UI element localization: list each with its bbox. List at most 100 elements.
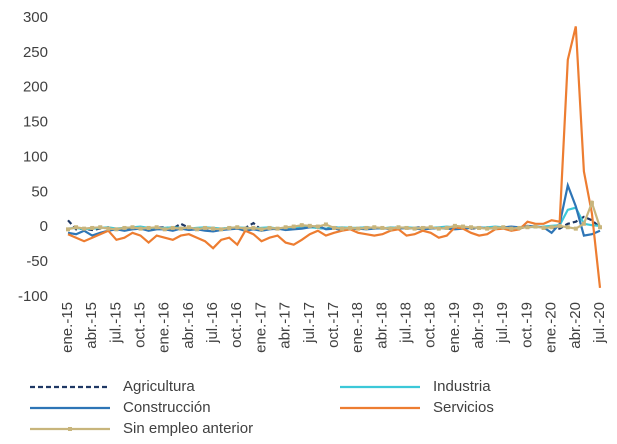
marker <box>90 225 95 230</box>
marker <box>356 226 361 231</box>
marker <box>315 224 320 229</box>
marker <box>323 222 328 227</box>
x-tick-label: abr.-18 <box>373 302 390 349</box>
x-tick-label: abr.-19 <box>470 302 487 349</box>
legend-label: Sin empleo anterior <box>123 420 253 437</box>
x-tick-label: oct.-19 <box>518 302 535 348</box>
x-tick-label: ene.-18 <box>349 302 366 353</box>
x-tick-label: oct.-18 <box>422 302 439 348</box>
marker <box>581 221 586 226</box>
marker <box>186 225 191 230</box>
marker <box>517 225 522 230</box>
y-tick-label: 150 <box>23 114 48 131</box>
marker <box>485 226 490 231</box>
marker <box>412 226 417 231</box>
y-tick-label: -100 <box>18 288 48 305</box>
x-tick-label: oct.-16 <box>228 302 245 348</box>
y-tick-label: 100 <box>23 148 48 165</box>
x-tick-label: ene.-20 <box>543 302 560 353</box>
x-tick-label: oct.-17 <box>325 302 342 348</box>
x-tick-label: abr.-16 <box>180 302 197 349</box>
y-tick-label: 0 <box>40 218 48 235</box>
marker <box>235 225 240 230</box>
marker <box>598 225 602 230</box>
marker <box>98 225 103 230</box>
x-tick-label: abr.-17 <box>277 302 294 349</box>
marker <box>493 225 498 230</box>
marker <box>509 226 514 231</box>
series-line <box>67 199 602 231</box>
marker <box>452 223 457 228</box>
marker <box>332 225 336 230</box>
marker <box>444 225 449 230</box>
x-tick-label: ene.-19 <box>446 302 463 353</box>
marker <box>267 225 272 230</box>
marker <box>557 223 562 228</box>
marker <box>565 225 570 230</box>
y-tick-label: -50 <box>26 253 48 270</box>
x-tick-label: ene.-15 <box>59 302 76 353</box>
legend-label: Servicios <box>433 399 494 416</box>
marker <box>396 225 401 230</box>
y-tick-label: 50 <box>31 183 48 200</box>
marker <box>211 226 216 231</box>
marker <box>533 224 538 229</box>
marker <box>82 226 87 231</box>
marker <box>162 227 167 232</box>
x-tick-label: jul.-19 <box>494 302 511 344</box>
marker <box>259 227 264 232</box>
marker <box>307 223 312 228</box>
marker <box>154 225 159 230</box>
marker <box>380 225 385 230</box>
marker <box>420 225 425 230</box>
marker <box>372 225 377 230</box>
x-tick-label: ene.-17 <box>252 302 269 353</box>
marker <box>573 226 578 231</box>
marker <box>299 223 304 228</box>
marker <box>122 225 127 230</box>
marker <box>194 227 199 232</box>
x-tick-label: abr.-20 <box>567 302 584 349</box>
marker <box>460 224 465 229</box>
marker <box>428 225 433 230</box>
marker <box>219 227 224 232</box>
x-tick-label: jul.-18 <box>398 302 415 344</box>
y-tick-label: 300 <box>23 9 48 26</box>
legend-label: Industria <box>433 378 491 395</box>
marker <box>138 226 143 231</box>
x-tick-label: jul.-17 <box>301 302 318 344</box>
marker <box>170 225 175 230</box>
y-tick-label: 200 <box>23 79 48 96</box>
marker <box>227 225 232 230</box>
y-tick-label: 250 <box>23 44 48 61</box>
marker <box>589 200 594 205</box>
marker <box>243 226 248 231</box>
marker <box>436 226 441 231</box>
marker <box>291 224 296 229</box>
marker <box>130 225 135 230</box>
x-tick-label: jul.-20 <box>591 302 608 344</box>
marker <box>66 227 70 232</box>
legend-label: Agricultura <box>123 378 195 395</box>
marker <box>404 225 409 230</box>
marker <box>106 226 111 231</box>
x-tick-label: ene.-16 <box>156 302 173 353</box>
marker <box>477 225 482 230</box>
legend-marker <box>68 427 72 431</box>
marker <box>525 225 530 230</box>
marker <box>114 227 119 232</box>
x-tick-label: jul.-15 <box>107 302 124 344</box>
marker <box>541 225 546 230</box>
x-tick-label: abr.-15 <box>83 302 100 349</box>
marker <box>340 226 345 231</box>
marker <box>388 226 393 231</box>
marker <box>501 225 506 230</box>
marker <box>469 225 474 230</box>
marker <box>348 225 353 230</box>
x-tick-label: oct.-15 <box>132 302 149 348</box>
x-tick-label: jul.-16 <box>204 302 221 344</box>
legend-label: Construcción <box>123 399 211 416</box>
marker <box>275 226 280 231</box>
marker <box>251 225 256 230</box>
